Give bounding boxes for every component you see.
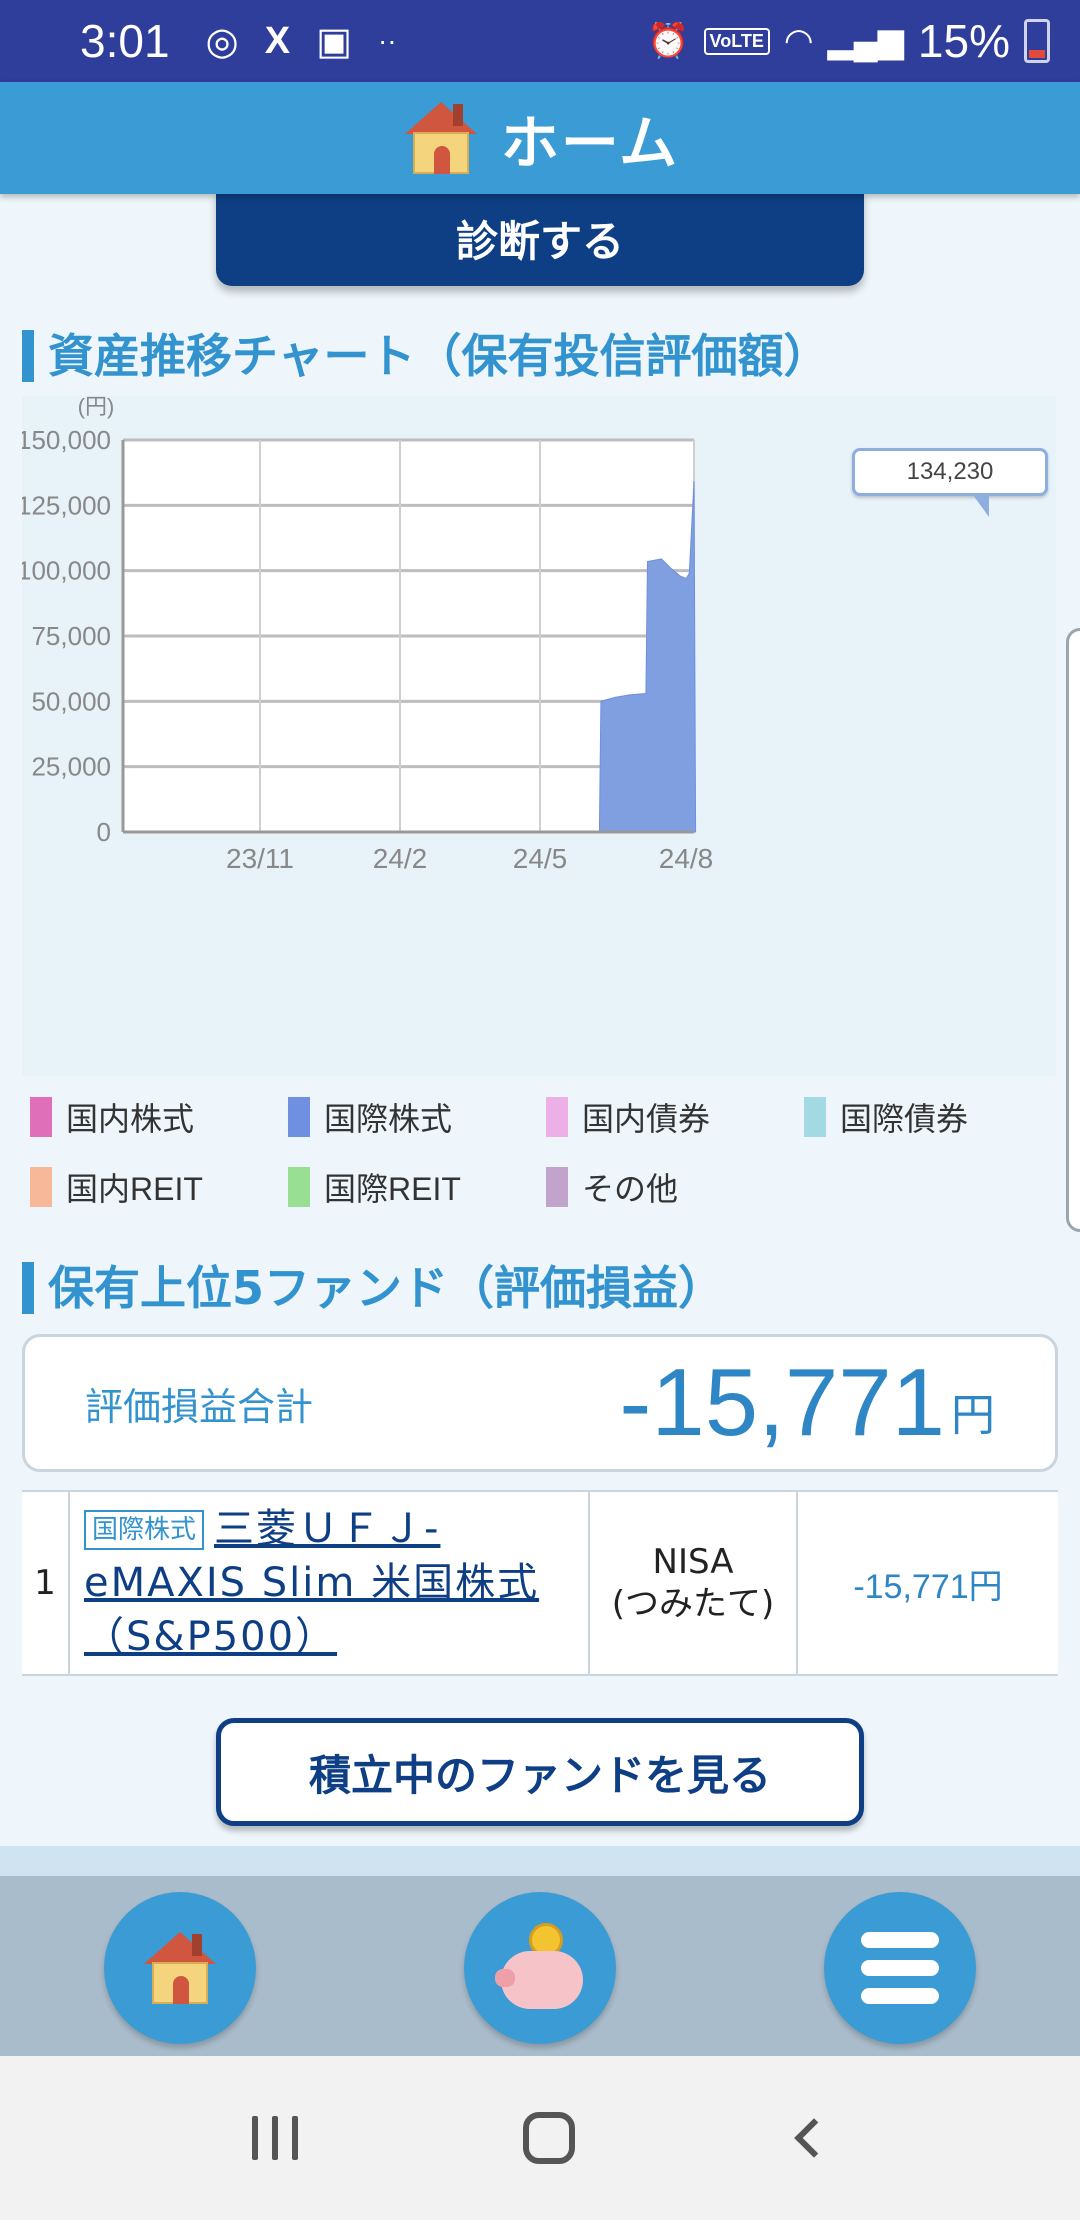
x-tick-label: 24/8 xyxy=(659,843,714,874)
asset-chart-title: 資産推移チャート（保有投信評価額） xyxy=(22,330,830,382)
pl-summary-label: 評価損益合計 xyxy=(85,1384,314,1429)
volte-icon: VoLTE xyxy=(703,27,770,55)
fund-account-subtype: (つみたて) xyxy=(611,1584,775,1624)
gallery-icon: ▣ xyxy=(316,20,352,63)
legend-item: 国際株式 xyxy=(288,1094,546,1140)
see-funds-button[interactable]: 積立中のファンドを見る xyxy=(216,1718,864,1826)
legend-item: 国際債券 xyxy=(804,1094,1062,1140)
legend-label: 国際REIT xyxy=(324,1171,461,1207)
y-unit-label: (円) xyxy=(78,396,115,419)
y-tick-label: 125,000 xyxy=(22,490,111,520)
back-button[interactable] xyxy=(793,2118,834,2158)
pl-summary: 評価損益合計 -15,771 円 xyxy=(22,1334,1058,1472)
status-bar: 3:01 ◎ X ▣ ·· ⏰ VoLTE ◠ ▂▄▆ 15% xyxy=(0,0,1080,82)
page-title: ホーム xyxy=(500,109,680,177)
piggy-bank-icon xyxy=(495,1923,585,2013)
legend-label: その他 xyxy=(582,1171,679,1207)
system-nav xyxy=(0,2056,1080,2220)
legend-label: 国際株式 xyxy=(324,1101,453,1137)
asset-chart-svg: 150,000 125,000 100,000 75,000 50,000 25,000 0… xyxy=(22,396,714,874)
bottom-band xyxy=(0,1846,1080,1876)
fund-pl: -15,771円 xyxy=(853,1567,1003,1606)
legend-swatch xyxy=(546,1167,568,1207)
legend-swatch xyxy=(30,1097,52,1137)
legend-item: その他 xyxy=(546,1164,804,1210)
pl-summary-unit: 円 xyxy=(951,1390,995,1441)
legend-label: 国内株式 xyxy=(66,1101,195,1137)
legend-swatch xyxy=(30,1167,52,1207)
y-tick-label: 0 xyxy=(97,817,111,847)
nav-menu-button[interactable] xyxy=(824,1892,976,2044)
fund-account-type: NISA xyxy=(652,1542,734,1582)
legend-swatch xyxy=(804,1097,826,1137)
legend-swatch xyxy=(546,1097,568,1137)
status-left-icons: ◎ X ▣ ·· xyxy=(206,19,397,64)
pl-summary-amount: -15,771 xyxy=(619,1349,945,1456)
fund-name-link[interactable]: 三菱ＵＦＪ-eMAXIS Slim 米国株式（S&P500） xyxy=(84,1506,540,1660)
wifi-icon: ◠ xyxy=(783,22,814,60)
signal-icon: ▂▄▆ xyxy=(827,22,904,60)
system-home-button[interactable] xyxy=(522,2112,575,2164)
top-funds-title: 保有上位5ファンド（評価損益） xyxy=(22,1262,724,1314)
recent-apps-button[interactable] xyxy=(252,2116,299,2160)
status-time: 3:01 xyxy=(80,15,170,67)
app-header: ホーム xyxy=(0,82,1080,194)
house-icon xyxy=(401,98,481,178)
y-tick-label: 50,000 xyxy=(31,686,111,716)
y-tick-label: 100,000 xyxy=(22,556,111,586)
alarm-icon: ⏰ xyxy=(647,22,690,60)
nav-home-button[interactable] xyxy=(104,1892,256,2044)
fund-account: NISA (つみたて) xyxy=(590,1492,798,1674)
area-series xyxy=(598,481,697,833)
bottom-nav xyxy=(0,1876,1080,2056)
scroll-handle[interactable] xyxy=(1066,628,1080,1232)
more-dots-icon: ·· xyxy=(377,25,397,56)
sync-icon: ◎ xyxy=(205,20,239,63)
legend-label: 国内債券 xyxy=(582,1101,711,1137)
legend-item: 国内REIT xyxy=(30,1164,288,1210)
legend-label: 国際債券 xyxy=(840,1101,969,1137)
battery-percent: 15% xyxy=(917,15,1010,67)
x-tick-label: 23/11 xyxy=(226,843,294,874)
menu-icon xyxy=(861,1932,939,2004)
house-icon xyxy=(140,1928,220,2008)
legend-label: 国内REIT xyxy=(66,1171,203,1207)
y-tick-label: 150,000 xyxy=(22,425,111,455)
fund-category-badge: 国際株式 xyxy=(84,1510,205,1550)
legend-swatch xyxy=(288,1097,310,1137)
legend-swatch xyxy=(288,1167,310,1207)
battery-icon xyxy=(1024,19,1050,63)
x-tick-label: 24/5 xyxy=(513,843,568,874)
legend-item: 国内株式 xyxy=(30,1094,288,1140)
fund-rank: 1 xyxy=(22,1492,70,1674)
nav-savings-button[interactable] xyxy=(464,1892,616,2044)
fund-name-cell: 国際株式 三菱ＵＦＪ-eMAXIS Slim 米国株式（S&P500） xyxy=(70,1492,590,1674)
status-right: ⏰ VoLTE ◠ ▂▄▆ 15% xyxy=(647,14,1050,68)
diagnose-button[interactable]: 診断する xyxy=(216,190,864,286)
asset-chart: 150,000 125,000 100,000 75,000 50,000 25,000 0… xyxy=(22,396,1056,1076)
table-row: 1 国際株式 三菱ＵＦＪ-eMAXIS Slim 米国株式（S&P500） NIS… xyxy=(22,1490,1058,1676)
legend-item: 国内債券 xyxy=(546,1094,804,1140)
chart-legend: 国内株式 国際株式 国内債券 国際債券国内REIT 国際REIT その他 xyxy=(30,1094,1060,1210)
chart-callout: 134,230 xyxy=(852,448,1048,517)
x-tick-label: 24/2 xyxy=(373,843,428,874)
y-tick-label: 75,000 xyxy=(31,621,111,651)
legend-item: 国際REIT xyxy=(288,1164,546,1210)
x-icon: X xyxy=(264,19,291,62)
y-tick-label: 25,000 xyxy=(31,752,111,782)
